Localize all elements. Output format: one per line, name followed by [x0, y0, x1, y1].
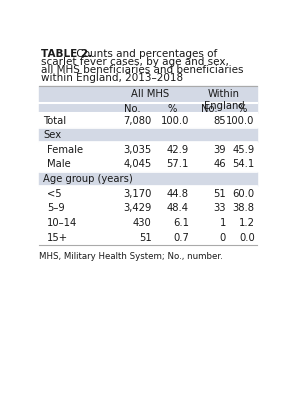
Bar — [39, 201, 257, 216]
Bar — [39, 103, 257, 113]
Text: scarlet fever cases, by age and sex,: scarlet fever cases, by age and sex, — [41, 57, 229, 66]
Text: 3,035: 3,035 — [123, 145, 152, 155]
Text: all MHS beneficiaries and beneficiaries: all MHS beneficiaries and beneficiaries — [41, 65, 243, 75]
Text: 1.2: 1.2 — [239, 218, 255, 228]
Text: 60.0: 60.0 — [233, 189, 255, 199]
Text: 39: 39 — [213, 145, 226, 155]
Text: 54.1: 54.1 — [232, 160, 255, 170]
Text: 85: 85 — [213, 115, 226, 125]
Text: 42.9: 42.9 — [166, 145, 189, 155]
Text: <5: <5 — [47, 189, 62, 199]
Text: No.: No. — [201, 104, 218, 114]
Text: 48.4: 48.4 — [167, 203, 189, 213]
Text: 46: 46 — [213, 160, 226, 170]
Bar — [39, 142, 257, 157]
Text: 7,080: 7,080 — [123, 115, 152, 125]
Text: Counts and percentages of: Counts and percentages of — [73, 49, 217, 59]
Bar — [39, 186, 257, 201]
Text: 6.1: 6.1 — [173, 218, 189, 228]
Text: 0: 0 — [220, 232, 226, 242]
Text: 45.9: 45.9 — [232, 145, 255, 155]
Text: 57.1: 57.1 — [166, 160, 189, 170]
Text: Female: Female — [47, 145, 83, 155]
Text: 44.8: 44.8 — [167, 189, 189, 199]
Bar — [39, 230, 257, 245]
Text: %: % — [238, 104, 247, 114]
Text: 1: 1 — [220, 218, 226, 228]
Text: Sex: Sex — [43, 130, 61, 140]
Bar — [39, 157, 257, 172]
Text: 51: 51 — [213, 189, 226, 199]
Text: 5–9: 5–9 — [47, 203, 65, 213]
Text: All MHS: All MHS — [131, 89, 170, 99]
Text: Age group (years): Age group (years) — [43, 174, 133, 184]
Text: 15+: 15+ — [47, 232, 68, 242]
Bar — [39, 86, 257, 103]
Text: 51: 51 — [139, 232, 152, 242]
Text: within England, 2013–2018: within England, 2013–2018 — [41, 73, 183, 83]
Text: MHS, Military Health System; No., number.: MHS, Military Health System; No., number… — [39, 252, 223, 261]
Text: 430: 430 — [133, 218, 152, 228]
Text: 33: 33 — [214, 203, 226, 213]
Bar — [39, 128, 257, 142]
Text: 4,045: 4,045 — [123, 160, 152, 170]
Text: 100.0: 100.0 — [160, 115, 189, 125]
Text: 0.0: 0.0 — [239, 232, 255, 242]
Text: Total: Total — [43, 115, 66, 125]
Bar — [39, 172, 257, 186]
Bar — [39, 113, 257, 128]
Text: Male: Male — [47, 160, 71, 170]
Text: No.: No. — [123, 104, 140, 114]
Text: TABLE 2.: TABLE 2. — [41, 49, 92, 59]
Bar — [39, 216, 257, 230]
Text: 38.8: 38.8 — [233, 203, 255, 213]
Text: 0.7: 0.7 — [173, 232, 189, 242]
Text: Within
England: Within England — [204, 89, 244, 111]
Text: 10–14: 10–14 — [47, 218, 77, 228]
Text: 3,429: 3,429 — [123, 203, 152, 213]
Text: 100.0: 100.0 — [226, 115, 255, 125]
Text: 3,170: 3,170 — [123, 189, 152, 199]
Text: %: % — [168, 104, 177, 114]
